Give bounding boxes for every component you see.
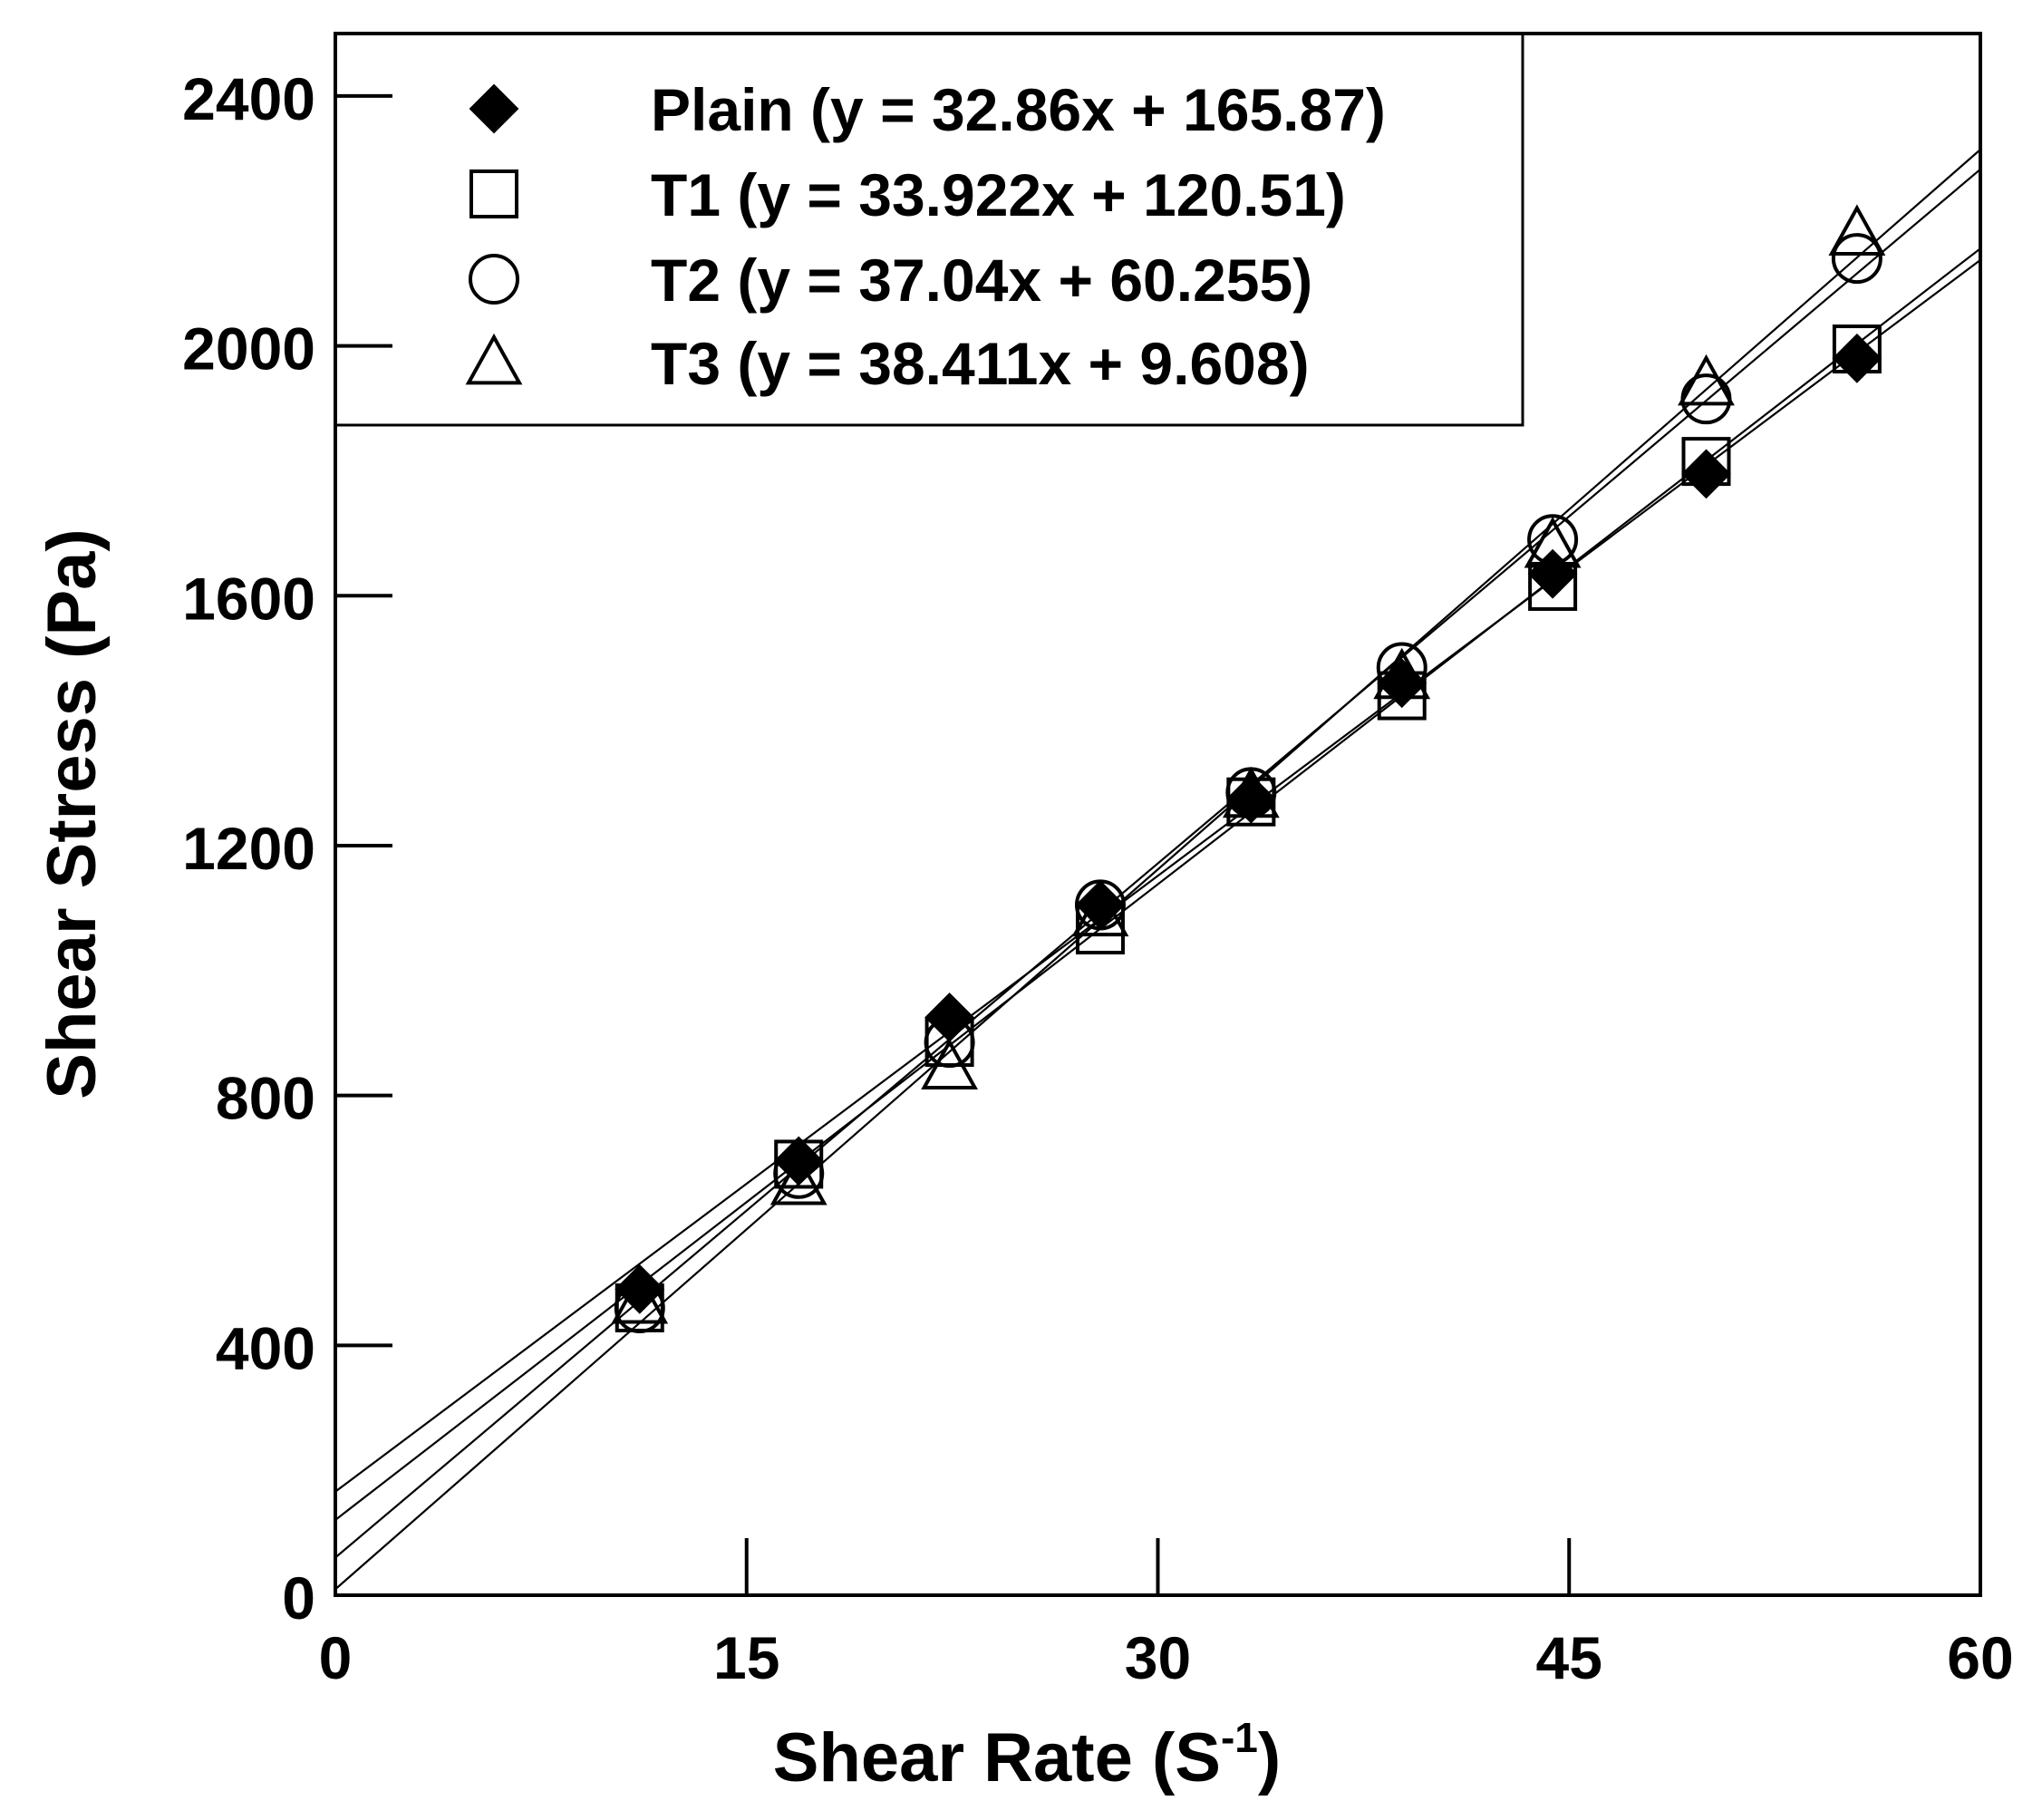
data-point-series-3 [1831, 233, 1882, 285]
y-tick-label: 800 [216, 1065, 315, 1132]
fit-line-2 [334, 247, 1981, 1521]
x-axis-label-main: Shear Rate (S [773, 1719, 1221, 1796]
x-axis-label: Shear Rate (S-1) [773, 1714, 1281, 1796]
y-axis-label: Shear Stress (Pa) [34, 528, 111, 1099]
data-point-series-4 [1678, 353, 1735, 406]
fit-line-4 [334, 149, 1981, 1591]
y-tick-label: 1200 [182, 815, 315, 882]
y-tick-label: 1600 [182, 565, 315, 632]
data-point-series-4 [1828, 204, 1886, 256]
legend-label-2: T1 (y = 33.922x + 120.51) [651, 161, 1346, 228]
data-point-series-1 [1377, 658, 1427, 709]
x-tick-label: 30 [1125, 1624, 1191, 1691]
data-point-series-1 [1225, 773, 1276, 824]
legend-marker-4 [465, 333, 523, 385]
data-point-series-1 [1832, 333, 1882, 383]
y-tick-label: 400 [216, 1314, 315, 1381]
data-point-series-1 [773, 1136, 824, 1186]
data-markers [611, 204, 1886, 1333]
data-point-series-1 [615, 1263, 665, 1314]
x-tick-label: 15 [713, 1624, 779, 1691]
legend-box [334, 32, 1524, 427]
legend-marker-1 [469, 83, 519, 134]
legend-marker-3 [469, 254, 519, 305]
y-tick-label: 2400 [182, 65, 315, 132]
legend-marker-2 [469, 169, 518, 218]
data-point-series-1 [1527, 548, 1578, 599]
legend-label-1: Plain (y = 32.86x + 165.87) [651, 76, 1386, 143]
data-point-series-1 [1075, 880, 1126, 930]
x-tick-label: 60 [1947, 1624, 2013, 1691]
axes: 0 400 800 1200 1600 2000 2400 0 15 30 45 60 [182, 65, 2014, 1691]
fit-line-1 [334, 258, 1981, 1493]
data-point-series-3 [1680, 373, 1732, 425]
data-point-series-4 [769, 1154, 827, 1205]
x-axis-label-superscript: -1 [1221, 1714, 1258, 1761]
legend-label-4: T3 (y = 38.411x + 9.608) [651, 330, 1310, 397]
x-axis-label-close: ) [1258, 1719, 1281, 1796]
data-point-series-1 [1681, 449, 1731, 499]
y-tick-label: 0 [282, 1564, 315, 1631]
y-tick-label: 2000 [182, 315, 315, 382]
legend: Plain (y = 32.86x + 165.87) T1 (y = 33.92… [334, 32, 1524, 427]
x-tick-label: 0 [319, 1624, 353, 1691]
data-point-series-1 [924, 992, 975, 1042]
legend-label-3: T2 (y = 37.04x + 60.255) [651, 247, 1312, 314]
x-tick-label: 45 [1536, 1624, 1602, 1691]
fit-line-3 [334, 168, 1981, 1559]
